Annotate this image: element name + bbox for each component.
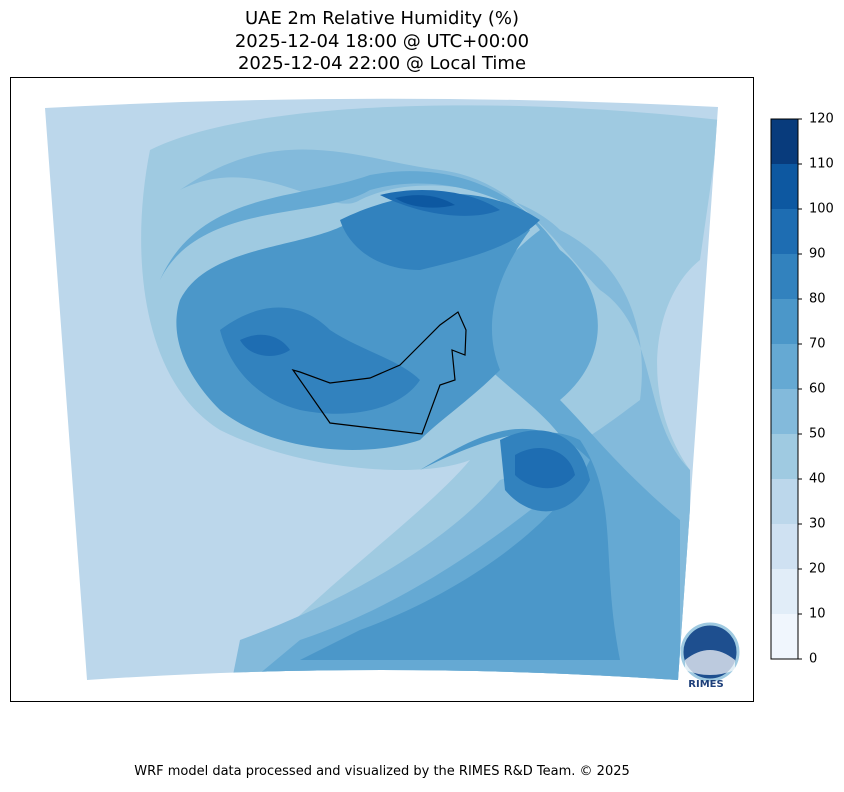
colorbar-band [771, 479, 798, 524]
colorbar-band [771, 299, 798, 344]
logo-wave [685, 650, 735, 675]
colorbar-tick-label: 90 [809, 247, 826, 262]
title-line: 2025-12-04 22:00 @ Local Time [238, 53, 526, 74]
colorbar-tick-label: 10 [809, 607, 826, 622]
colorbar-band [771, 344, 798, 389]
colorbar-tick-label: 110 [809, 157, 834, 172]
colorbar-band [771, 254, 798, 299]
title-line: 2025-12-04 18:00 @ UTC+00:00 [235, 31, 529, 52]
title-line: UAE 2m Relative Humidity (%) [245, 8, 519, 29]
colorbar-band [771, 389, 798, 434]
colorbar-tick-label: 20 [809, 562, 826, 577]
colorbar-tick-label: 80 [809, 292, 826, 307]
colorbar-band [771, 434, 798, 479]
humidity-area [395, 195, 455, 208]
humidity-area [240, 190, 575, 489]
colorbar-band [771, 569, 798, 614]
colorbar-band [771, 524, 798, 569]
colorbar-tick-label: 70 [809, 337, 826, 352]
colorbar-band [771, 119, 798, 164]
logo-text: RIMES [688, 679, 723, 690]
map-field [45, 98, 718, 680]
colorbar-tick-label: 120 [809, 112, 834, 127]
colorbar-tick-label: 100 [809, 202, 834, 217]
colorbar-tick-label: 40 [809, 472, 826, 487]
colorbar: 0 10 20 30 40 50 60 70 80 90 100 110 120 [770, 112, 834, 667]
colorbar-tick-label: 50 [809, 427, 826, 442]
colorbar-band [771, 209, 798, 254]
uae-border [291, 311, 467, 435]
logo: RIMES [680, 622, 740, 690]
colorbar-tick-label: 0 [809, 652, 817, 667]
footer: WRF model data processed and visualized … [134, 764, 630, 779]
map-frame [10, 77, 754, 702]
colorbar-band [771, 164, 798, 209]
colorbar-tick-label: 30 [809, 517, 826, 532]
colorbar-band [771, 614, 798, 659]
colorbar-tick-label: 60 [809, 382, 826, 397]
